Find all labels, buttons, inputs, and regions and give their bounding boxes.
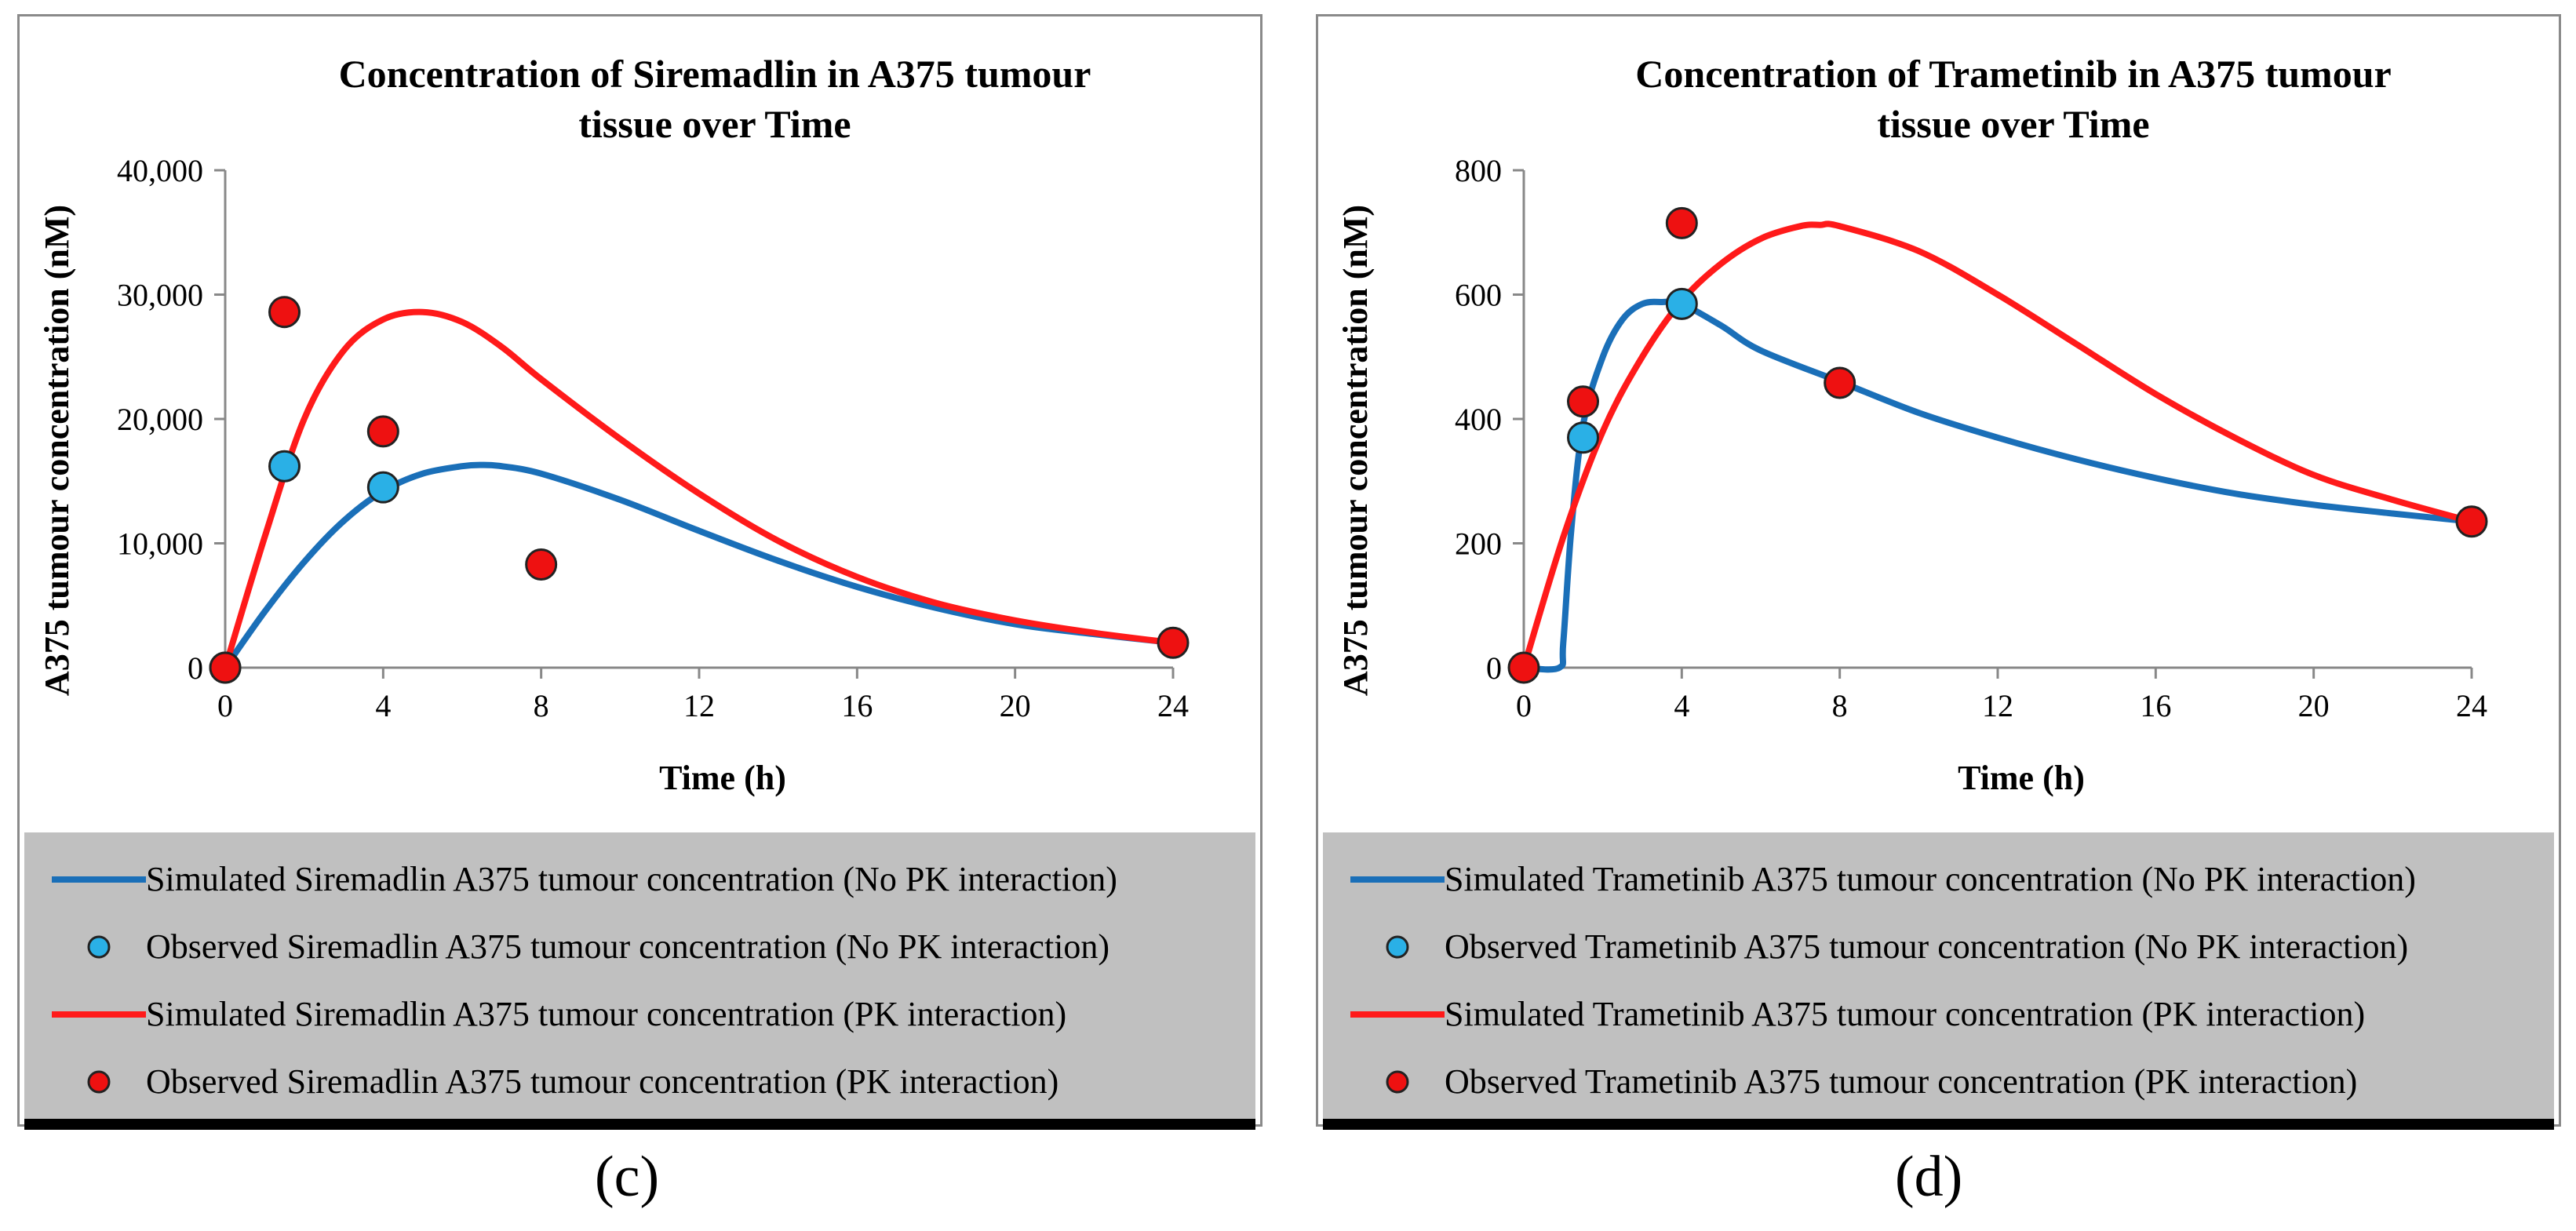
data-point: [366, 415, 399, 448]
data-point: [2455, 505, 2488, 538]
legend-marker-swatch: [52, 1051, 138, 1113]
legend-marker: [1386, 1070, 1409, 1094]
x-tick-label: 16: [841, 688, 873, 723]
legend-label: Observed Trametinib A375 tumour concentr…: [1445, 1062, 2358, 1101]
x-axis-label: Time (h): [659, 759, 786, 797]
legend-label: Simulated Siremadlin A375 tumour concent…: [146, 995, 1067, 1033]
data-point: [268, 450, 301, 483]
y-tick-label: 200: [1455, 526, 1502, 562]
data-point: [209, 651, 242, 684]
legend-marker-swatch: [52, 916, 138, 978]
legend-marker-swatch: [1350, 916, 1437, 978]
y-tick-label: 10,000: [117, 526, 203, 562]
x-tick-label: 24: [2456, 688, 2487, 723]
x-tick-label: 20: [2298, 688, 2330, 723]
data-point: [1507, 651, 1540, 684]
legend-marker: [87, 1070, 111, 1094]
data-point: [1824, 366, 1856, 399]
x-tick-label: 24: [1157, 688, 1189, 723]
chart-svg-d: Concentration of Trametinib in A375 tumo…: [1336, 52, 2488, 797]
legend-label: Simulated Trametinib A375 tumour concent…: [1445, 995, 2366, 1033]
legend-line-swatch: [1350, 848, 1445, 911]
x-tick-label: 16: [2140, 688, 2171, 723]
legend-marker: [87, 935, 111, 959]
x-tick-label: 8: [534, 688, 549, 723]
x-tick-label: 0: [217, 688, 233, 723]
chart-title-line: Concentration of Trametinib in A375 tumo…: [1635, 52, 2391, 96]
legend-label: Simulated Siremadlin A375 tumour concent…: [146, 860, 1117, 898]
legend-line-swatch: [52, 848, 146, 911]
series-line: [222, 461, 1176, 671]
legend-label: Observed Trametinib A375 tumour concentr…: [1445, 927, 2409, 966]
y-axis-label: A375 tumour concentration (nM): [38, 205, 76, 696]
x-tick-label: 12: [1982, 688, 2013, 723]
y-tick-label: 0: [1486, 650, 1502, 686]
data-point: [1567, 385, 1599, 418]
legend-label: Observed Siremadlin A375 tumour concentr…: [146, 927, 1110, 966]
data-point: [366, 471, 399, 504]
legend-label: Simulated Trametinib A375 tumour concent…: [1445, 860, 2416, 898]
legend-line-swatch: [52, 983, 146, 1046]
y-tick-label: 600: [1455, 278, 1502, 313]
series-line: [1521, 298, 2475, 673]
y-tick-label: 20,000: [117, 402, 203, 437]
x-tick-label: 12: [683, 688, 715, 723]
legend-label: Observed Siremadlin A375 tumour concentr…: [146, 1062, 1059, 1101]
y-tick-label: 40,000: [117, 153, 203, 188]
legend-marker: [1386, 935, 1409, 959]
y-axis-label: A375 tumour concentration (nM): [1336, 205, 1375, 696]
x-tick-label: 0: [1516, 688, 1532, 723]
chart-panel-c: Concentration of Siremadlin in A375 tumo…: [17, 14, 1262, 1130]
x-tick-label: 4: [1674, 688, 1689, 723]
y-tick-label: 800: [1455, 153, 1502, 188]
x-tick-label: 4: [375, 688, 391, 723]
chart-title-line: tissue over Time: [578, 102, 851, 146]
legend-d: Simulated Trametinib A375 tumour concent…: [1323, 832, 2554, 1130]
y-tick-label: 0: [188, 650, 203, 686]
series-line: [222, 308, 1176, 671]
series-line: [1521, 220, 2475, 671]
y-tick-label: 30,000: [117, 278, 203, 313]
data-point: [268, 296, 301, 329]
chart-svg-c: Concentration of Siremadlin in A375 tumo…: [38, 52, 1190, 797]
data-point: [1567, 421, 1599, 454]
x-tick-label: 20: [1000, 688, 1031, 723]
legend-marker-swatch: [1350, 1051, 1437, 1113]
data-point: [1157, 626, 1190, 659]
panel-label-d: (d): [1895, 1145, 1963, 1209]
x-axis-label: Time (h): [1958, 759, 2085, 797]
data-point: [1665, 287, 1698, 320]
legend-line-swatch: [1350, 983, 1445, 1046]
chart-title-line: Concentration of Siremadlin in A375 tumo…: [339, 52, 1091, 96]
panel-label-c: (c): [595, 1145, 660, 1209]
chart-panel-d: Concentration of Trametinib in A375 tumo…: [1316, 14, 2561, 1130]
chart-title-line: tissue over Time: [1877, 102, 2149, 146]
y-tick-label: 400: [1455, 402, 1502, 437]
data-point: [1665, 206, 1698, 239]
legend-c: Simulated Siremadlin A375 tumour concent…: [24, 832, 1255, 1130]
x-tick-label: 8: [1832, 688, 1848, 723]
data-point: [525, 548, 558, 581]
